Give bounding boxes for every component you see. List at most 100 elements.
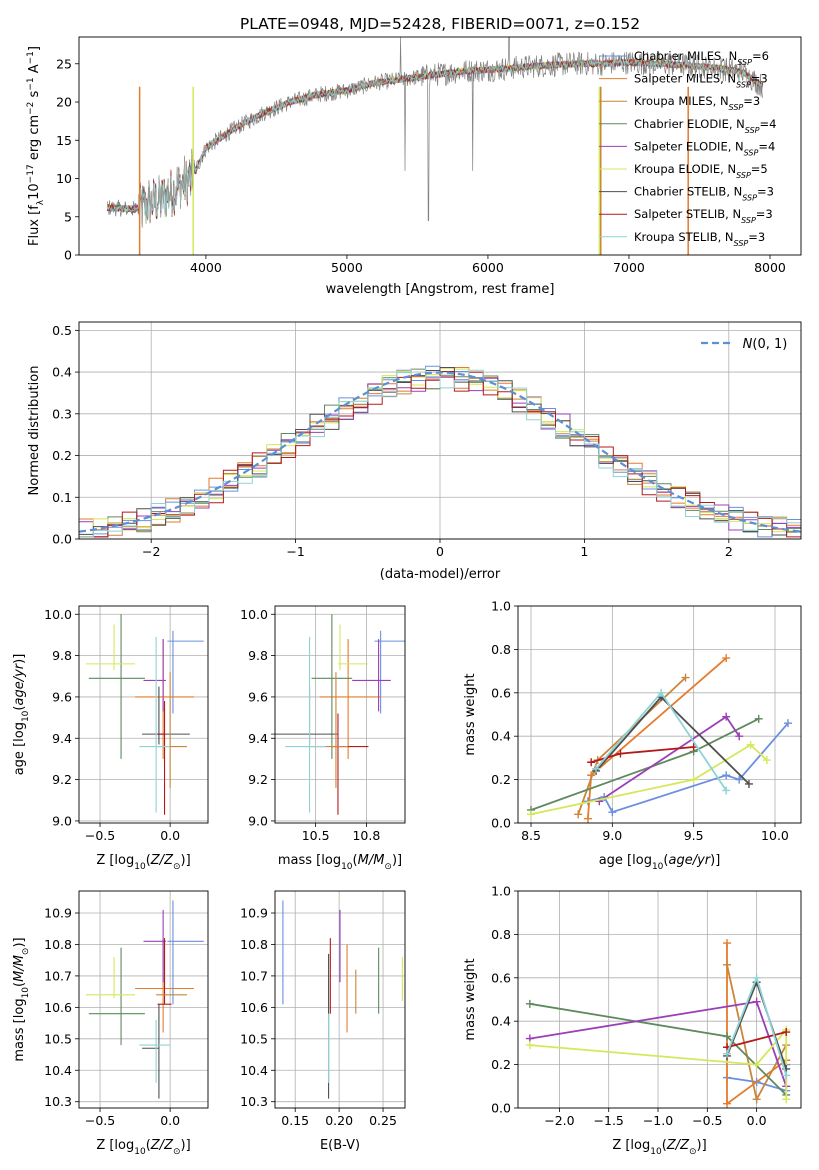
weight-point-marker <box>746 740 755 749</box>
y-tick-label: 0.8 <box>491 927 511 942</box>
y-tick-label: 9.2 <box>248 772 268 787</box>
x-tick-label: 8.5 <box>521 828 541 843</box>
y-tick-label: 9.6 <box>248 689 268 704</box>
y-tick-label: 20 <box>56 95 72 110</box>
x-axis-label: E(B-V) <box>320 1138 360 1153</box>
weight-point-marker <box>723 1032 732 1041</box>
panel-mass_vs_ebv: 0.15 0.20 0.25 10.3 10.4 10.5 10.6 10.7 10.8 10.9… <box>240 890 406 1153</box>
weight-point-marker <box>657 688 666 697</box>
y-tick-label: 0.0 <box>491 1101 511 1116</box>
x-tick-label: 7000 <box>613 260 645 275</box>
weight-point-marker <box>681 673 690 682</box>
y-tick-label: 10.0 <box>240 607 268 622</box>
weight-point-marker <box>616 749 625 758</box>
x-tick-label: 10.8 <box>352 828 380 843</box>
axes-frame <box>78 321 802 540</box>
x-tick-label: −1.0 <box>643 1113 673 1128</box>
x-axis-label: (data-model)/error <box>380 567 501 582</box>
y-tick-label: 10.3 <box>240 1094 268 1109</box>
legend-entry: Kroupa MILES, NSSP=3 <box>634 94 760 112</box>
y-tick-label: 0.4 <box>491 729 511 744</box>
plot-area-mass_vs_ebv <box>282 900 403 1099</box>
weight-point-marker <box>722 786 731 795</box>
x-tick-label: 5000 <box>331 260 363 275</box>
y-axis-label: mass weight <box>463 958 478 1040</box>
y-tick-label: 0.2 <box>491 772 511 787</box>
x-tick-label: −1 <box>286 544 304 559</box>
weight-point-marker <box>752 1095 761 1104</box>
y-tick-label: 10.5 <box>240 1031 268 1046</box>
weight-point-marker <box>783 719 792 728</box>
y-tick-label: 0.1 <box>52 490 72 505</box>
x-tick-label: −0.5 <box>85 828 115 843</box>
y-tick-label: 5 <box>64 209 72 224</box>
weight-point-marker <box>762 756 771 765</box>
weight-series-line <box>529 1027 788 1100</box>
weight-point-marker <box>722 771 731 780</box>
panel-weight_vs_age: 8.5 9.0 9.5 10.0 0.0 0.2 0.4 0.6 0.8 1.0 age [log1… <box>463 599 802 872</box>
y-tick-label: 10.4 <box>44 1063 72 1078</box>
y-tick-label: 10 <box>56 171 72 186</box>
weight-point-marker <box>525 1041 534 1050</box>
legend-entry: N(0, 1) <box>743 337 788 352</box>
x-axis-label: Z [log10(Z/Z⊙)] <box>96 853 190 872</box>
model-spectrum-line <box>106 58 763 224</box>
x-tick-label: 0.25 <box>369 1113 397 1128</box>
y-tick-label: 0.4 <box>491 1014 511 1029</box>
x-tick-label: 0.0 <box>747 1113 767 1128</box>
figure-title: PLATE=0948, MJD=52428, FIBERID=0071, z=0… <box>240 15 640 33</box>
y-tick-label: 10.7 <box>240 968 268 983</box>
weight-point-marker <box>735 732 744 741</box>
plot-area-weight_vs_age <box>527 654 792 823</box>
panel-residuals: −2 −1 0 1 2 0.0 0.1 0.2 0.3 0.4 0.5 (data-model)/er… <box>27 321 802 582</box>
x-tick-label: 10.0 <box>761 828 789 843</box>
x-tick-label: 6000 <box>472 260 504 275</box>
x-tick-label: 9.0 <box>602 828 622 843</box>
y-tick-label: 0.6 <box>491 685 511 700</box>
x-tick-label: 10.5 <box>302 828 330 843</box>
legend-entry: Salpeter STELIB, NSSP=3 <box>634 207 773 225</box>
plot-area-age_vs_Z <box>86 614 204 815</box>
y-tick-label: 10.6 <box>44 1000 72 1015</box>
x-tick-label: −1.5 <box>594 1113 624 1128</box>
axes-frame <box>517 605 802 824</box>
plot-area-spectrum <box>106 36 763 255</box>
weight-point-marker <box>574 810 583 819</box>
weight-point-marker <box>723 1099 732 1108</box>
axes-frame <box>274 605 406 824</box>
y-tick-label: 0.8 <box>491 642 511 657</box>
x-tick-label: −2 <box>142 544 160 559</box>
weight-series-line <box>587 722 789 814</box>
y-tick-label: 9.4 <box>52 731 72 746</box>
legend-entry: Chabrier MILES, NSSP=6 <box>634 49 769 67</box>
y-tick-label: 1.0 <box>491 599 511 614</box>
weight-point-marker <box>723 939 732 948</box>
residual-histogram-step <box>79 365 801 538</box>
weight-series-line <box>530 717 760 811</box>
weight-point-marker <box>723 1049 732 1058</box>
y-tick-label: 9.0 <box>52 813 72 828</box>
weight-series-line <box>530 743 768 816</box>
weight-point-marker <box>782 1071 791 1080</box>
y-axis-label: Flux [fλ10−17 erg cm−2 s−1 A−1] <box>26 46 46 246</box>
y-tick-label: 10.7 <box>44 968 72 983</box>
x-tick-label: −0.5 <box>692 1113 722 1128</box>
weight-point-marker <box>592 764 601 773</box>
y-tick-label: 9.8 <box>248 648 268 663</box>
legend-entry: Kroupa ELODIE, NSSP=5 <box>634 162 768 180</box>
weight-point-marker <box>595 797 604 806</box>
x-axis-label: Z [log10(Z/Z⊙)] <box>612 1138 706 1157</box>
y-tick-label: 25 <box>56 56 72 71</box>
weight-point-marker <box>782 1028 791 1037</box>
legend-entry: Salpeter ELODIE, NSSP=4 <box>634 139 775 157</box>
axes-frame <box>78 605 209 824</box>
weight-point-marker <box>722 712 731 721</box>
weight-point-marker <box>744 779 753 788</box>
x-tick-label: 0.0 <box>160 1113 180 1128</box>
panel-age_vs_mass: 10.5 10.8 9.0 9.2 9.4 9.6 9.8 10.0 mass [log10(M… <box>240 605 406 872</box>
y-axis-label: Normed distribution <box>27 366 42 496</box>
y-tick-label: 10.4 <box>240 1063 268 1078</box>
x-tick-label: 9.5 <box>684 828 704 843</box>
y-tick-label: 0.0 <box>52 532 72 547</box>
legend-entry: Kroupa STELIB, NSSP=3 <box>634 230 765 248</box>
